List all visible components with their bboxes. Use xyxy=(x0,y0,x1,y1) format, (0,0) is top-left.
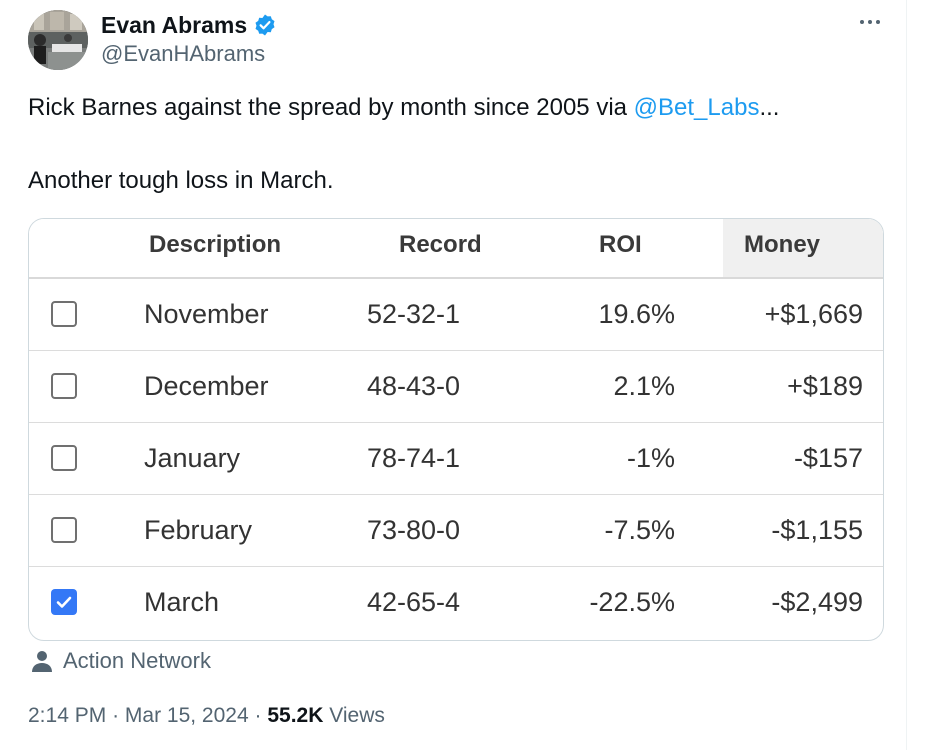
cell-money: +$1,669 xyxy=(764,299,863,329)
cell-money: +$189 xyxy=(787,371,863,401)
table-row: December 48-43-0 2.1% +$189 xyxy=(29,351,883,423)
cell-description: February xyxy=(144,515,253,545)
post-date[interactable]: Mar 15, 2024 xyxy=(124,704,249,727)
tweet-text-line-1: Rick Barnes against the spread by month … xyxy=(28,94,779,122)
cell-roi: 2.1% xyxy=(613,371,675,401)
views-count[interactable]: 55.2K xyxy=(267,704,324,727)
table-row: March 42-65-4 -22.5% -$2,499 xyxy=(29,567,883,638)
cell-description: January xyxy=(144,443,241,473)
cell-roi: -22.5% xyxy=(589,587,675,617)
author-handle[interactable]: @EvanHAbrams xyxy=(101,41,266,66)
cell-money: -$1,155 xyxy=(771,515,863,545)
cell-record: 52-32-1 xyxy=(367,299,461,329)
table-row: February 73-80-0 -7.5% -$1,155 xyxy=(29,495,883,567)
sorted-column-highlight xyxy=(723,219,883,277)
table-row: January 78-74-1 -1% -$157 xyxy=(29,423,883,495)
cell-roi: 19.6% xyxy=(598,299,675,329)
row-checkbox[interactable] xyxy=(51,445,77,471)
tweet-text-segment: Rick Barnes against the spread by month … xyxy=(28,94,634,121)
mention-link[interactable]: @Bet_Labs xyxy=(633,94,760,121)
cell-money: -$157 xyxy=(793,443,863,473)
header-money: Money xyxy=(744,231,821,258)
table-row: November 52-32-1 19.6% +$1,669 xyxy=(29,279,883,351)
author-name-row[interactable]: Evan Abrams xyxy=(101,11,277,39)
row-checkbox-checked[interactable] xyxy=(51,589,77,615)
avatar[interactable] xyxy=(28,10,88,70)
cell-record: 48-43-0 xyxy=(367,371,461,401)
meta-separator: · xyxy=(254,704,262,727)
cell-money: -$2,499 xyxy=(771,587,863,617)
checkmark-icon xyxy=(56,596,72,608)
person-icon xyxy=(30,649,54,673)
table-header: Description Record ROI Money xyxy=(29,219,883,279)
verified-badge-icon xyxy=(253,13,277,37)
tweet-text-line-2: Another tough loss in March. xyxy=(28,167,334,194)
row-checkbox[interactable] xyxy=(51,517,77,543)
author-name[interactable]: Evan Abrams xyxy=(101,11,248,38)
divider xyxy=(906,0,907,750)
cell-description: November xyxy=(144,299,269,329)
row-checkbox[interactable] xyxy=(51,301,77,327)
cell-roi: -7.5% xyxy=(604,515,675,545)
header-description: Description xyxy=(149,231,282,258)
cell-record: 42-65-4 xyxy=(367,587,461,617)
cell-description: December xyxy=(144,371,269,401)
image-source-attribution[interactable]: Action Network xyxy=(30,648,211,674)
post-time[interactable]: 2:14 PM xyxy=(28,704,107,727)
tweet-meta: 2:14 PM · Mar 15, 2024 · 55.2K Views xyxy=(28,704,385,728)
truncation-ellipsis: ... xyxy=(759,94,780,121)
cell-description: March xyxy=(144,587,220,617)
cell-roi: -1% xyxy=(626,443,675,473)
cell-record: 78-74-1 xyxy=(367,443,461,473)
source-label[interactable]: Action Network xyxy=(63,648,211,673)
attached-image-table[interactable]: Description Record ROI Money November 52… xyxy=(28,218,884,641)
meta-separator: · xyxy=(112,704,120,727)
header-roi: ROI xyxy=(599,231,642,258)
views-label: Views xyxy=(329,704,385,727)
cell-record: 73-80-0 xyxy=(367,515,461,545)
more-options-icon[interactable] xyxy=(852,10,888,34)
header-record: Record xyxy=(399,231,482,258)
row-checkbox[interactable] xyxy=(51,373,77,399)
